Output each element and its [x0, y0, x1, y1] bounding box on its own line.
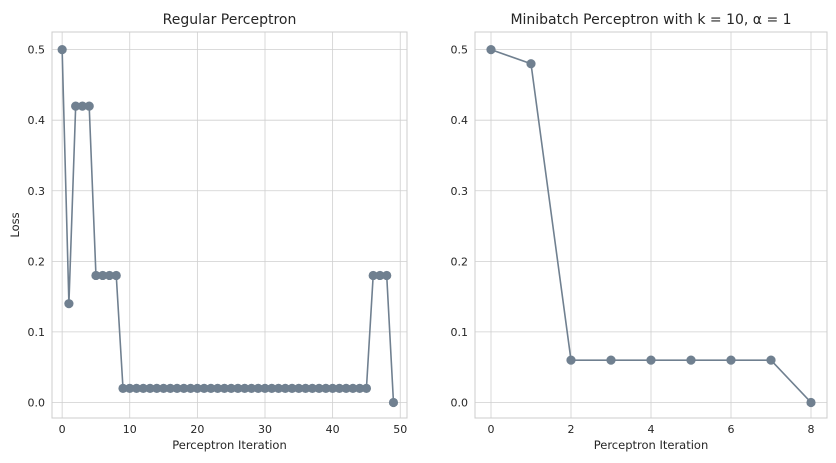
data-point [526, 59, 536, 69]
data-point [375, 270, 385, 281]
data-point [84, 101, 94, 111]
data-point [179, 383, 189, 393]
data-point [57, 45, 67, 55]
data-point [64, 299, 74, 309]
gridlines [52, 32, 407, 418]
x-tick-label: 50 [393, 423, 407, 436]
data-point [355, 383, 365, 393]
x-tick-label: 30 [258, 423, 272, 436]
data-point [240, 383, 250, 393]
data-point [566, 355, 576, 365]
data-point [118, 383, 128, 393]
data-point [388, 397, 399, 408]
data-point [226, 383, 236, 393]
x-tick-label: 4 [648, 423, 655, 436]
data-point [328, 383, 338, 393]
series-loss [57, 45, 399, 408]
y-tick-label: 0.5 [451, 44, 469, 57]
data-point [382, 270, 392, 281]
series-loss [486, 45, 816, 408]
chart-title: Minibatch Perceptron with k = 10, α = 1 [510, 12, 791, 28]
data-point [307, 383, 317, 393]
x-axis-label: Perceptron Iteration [594, 438, 709, 452]
y-tick-label: 0.2 [28, 255, 46, 268]
chart-minibatch-perceptron: 0 2 4 6 8 0.0 0.1 0.2 0.3 0.4 0.5 Minibatch Percep… [451, 12, 828, 452]
data-point [246, 383, 257, 393]
x-tick-label: 2 [568, 423, 575, 436]
x-tick-label: 6 [728, 423, 735, 436]
y-tick-label: 0.3 [28, 185, 46, 198]
tick-labels: 0 10 20 30 40 50 0.0 0.1 0.2 0.3 0.4 0.5 [28, 44, 408, 436]
data-point [368, 270, 378, 281]
data-point [186, 383, 196, 393]
data-point [172, 383, 182, 393]
data-point [219, 383, 230, 393]
y-tick-label: 0.0 [451, 396, 469, 409]
data-point [766, 355, 776, 365]
y-tick-label: 0.2 [451, 255, 469, 268]
gridlines [475, 32, 827, 418]
data-point [165, 383, 175, 393]
data-point [125, 383, 135, 393]
data-point [348, 383, 358, 393]
data-point [806, 397, 816, 408]
y-tick-label: 0.0 [28, 396, 46, 409]
data-point [192, 383, 202, 393]
data-point [71, 101, 81, 111]
tick-labels: 0 2 4 6 8 0.0 0.1 0.2 0.3 0.4 0.5 [451, 44, 815, 436]
x-tick-label: 0 [59, 423, 66, 436]
data-point [206, 383, 216, 393]
data-point [152, 383, 162, 393]
chart-title: Regular Perceptron [163, 12, 297, 28]
data-point [646, 355, 656, 365]
data-point [361, 383, 372, 393]
data-point [77, 101, 88, 111]
data-point [334, 383, 344, 393]
data-point [486, 45, 496, 55]
y-tick-label: 0.5 [28, 44, 46, 57]
data-point [280, 383, 290, 393]
data-point [213, 383, 223, 393]
data-point [253, 383, 263, 393]
y-tick-label: 0.1 [451, 326, 469, 339]
x-tick-label: 8 [808, 423, 815, 436]
x-tick-label: 40 [326, 423, 340, 436]
x-tick-label: 10 [123, 423, 137, 436]
x-axis-label: Perceptron Iteration [172, 438, 287, 452]
data-point [98, 270, 108, 281]
y-tick-label: 0.4 [451, 114, 469, 127]
data-point [145, 383, 155, 393]
data-point [111, 270, 121, 281]
data-point [287, 383, 297, 393]
data-point [726, 355, 736, 365]
data-point [273, 383, 284, 393]
data-point [91, 270, 101, 281]
y-tick-label: 0.4 [28, 114, 46, 127]
chart-regular-perceptron: 0 10 20 30 40 50 0.0 0.1 0.2 0.3 0.4 0.5 Regular Pe… [8, 12, 408, 452]
data-point [158, 383, 169, 393]
data-point [606, 355, 616, 365]
data-point [199, 383, 209, 393]
data-point [131, 383, 142, 393]
data-point [138, 383, 148, 393]
y-tick-label: 0.3 [451, 185, 469, 198]
plot-area [51, 31, 408, 419]
data-point [104, 270, 115, 281]
y-tick-label: 0.1 [28, 326, 46, 339]
data-point [260, 383, 270, 393]
data-point [341, 383, 351, 393]
data-point [321, 383, 331, 393]
data-point [267, 383, 277, 393]
x-tick-label: 20 [190, 423, 204, 436]
data-point [294, 383, 304, 393]
data-point [300, 383, 311, 393]
data-point [233, 383, 243, 393]
x-tick-label: 0 [488, 423, 495, 436]
data-point [314, 383, 324, 393]
y-axis-label: Loss [8, 212, 22, 237]
data-point [686, 355, 696, 365]
